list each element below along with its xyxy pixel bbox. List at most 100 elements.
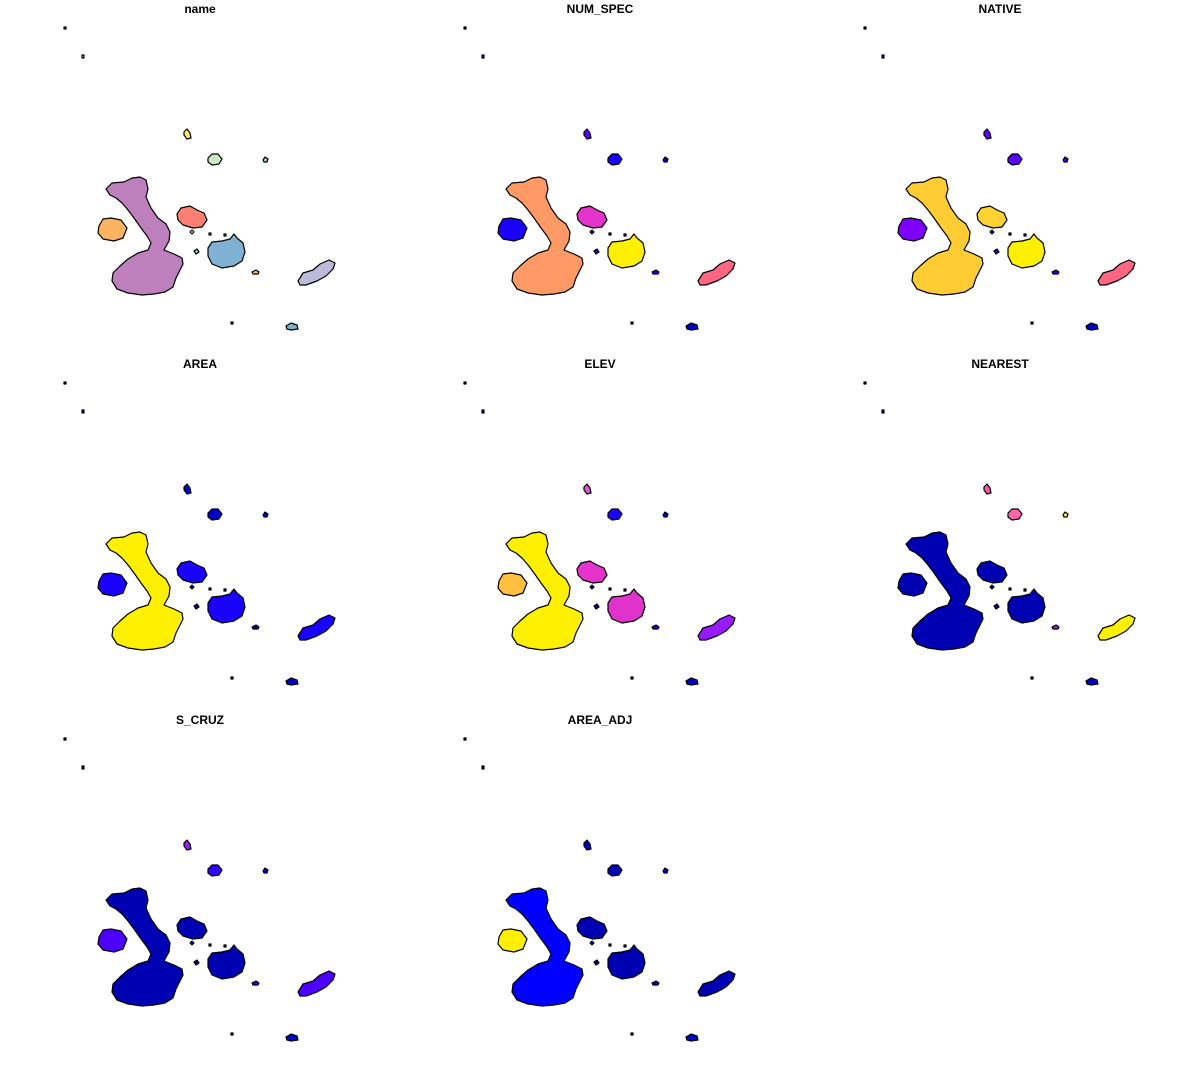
floreana-island bbox=[230, 1032, 234, 1036]
genovesa-island bbox=[262, 156, 269, 163]
espanola-island bbox=[685, 322, 699, 331]
santa-cruz-island bbox=[207, 588, 246, 624]
floreana-island bbox=[1030, 321, 1034, 325]
genovesa-island bbox=[262, 867, 269, 874]
santa-cruz-island bbox=[1007, 233, 1046, 269]
santa-fe-island bbox=[251, 624, 260, 630]
bartolome-island bbox=[608, 943, 612, 947]
santiago-island bbox=[176, 560, 208, 584]
santiago-island bbox=[576, 916, 608, 940]
genovesa-island bbox=[662, 867, 669, 874]
san-cristobal-island bbox=[297, 259, 336, 286]
marchena-island bbox=[1007, 508, 1023, 521]
pinta-island bbox=[583, 839, 592, 851]
isabela-island bbox=[505, 531, 584, 651]
darwin-island bbox=[63, 26, 67, 30]
panel-title: S_CRUZ bbox=[175, 713, 224, 727]
san-cristobal-island bbox=[1097, 614, 1136, 641]
floreana-island bbox=[630, 1032, 634, 1036]
san-cristobal-island bbox=[697, 259, 736, 286]
wolf-island bbox=[81, 409, 85, 414]
espanola-island bbox=[285, 322, 299, 331]
rabida-island bbox=[189, 229, 195, 235]
santiago-island bbox=[576, 205, 608, 229]
map-panel: NEAREST bbox=[800, 355, 1200, 710]
wolf-island bbox=[881, 409, 885, 414]
isabela-island bbox=[505, 887, 584, 1007]
darwin-island bbox=[863, 381, 867, 385]
darwin-island bbox=[463, 26, 467, 30]
daphne-island bbox=[223, 944, 227, 948]
bartolome-island bbox=[208, 232, 212, 236]
fernandina-island bbox=[97, 572, 128, 597]
san-cristobal-island bbox=[1097, 259, 1136, 286]
rabida-island bbox=[589, 229, 595, 235]
island-map bbox=[863, 381, 1136, 686]
marchena-island bbox=[207, 508, 223, 521]
isabela-island bbox=[105, 887, 184, 1007]
bartolome-island bbox=[608, 587, 612, 591]
santiago-island bbox=[576, 560, 608, 584]
isabela-island bbox=[905, 531, 984, 651]
san-cristobal-island bbox=[297, 970, 336, 997]
island-map bbox=[63, 26, 336, 331]
daphne-island bbox=[223, 233, 227, 237]
santa-cruz-island bbox=[607, 944, 646, 980]
fernandina-island bbox=[497, 928, 528, 953]
santiago-island bbox=[176, 205, 208, 229]
bartolome-island bbox=[1008, 587, 1012, 591]
bartolome-island bbox=[1008, 232, 1012, 236]
rabida-island bbox=[189, 584, 195, 590]
wolf-island bbox=[481, 54, 485, 59]
floreana-island bbox=[630, 676, 634, 680]
santa-fe-island bbox=[651, 980, 660, 986]
genovesa-island bbox=[1062, 156, 1069, 163]
santa-cruz-island bbox=[1007, 588, 1046, 624]
panel-title: AREA bbox=[182, 357, 217, 371]
marchena-island bbox=[207, 864, 223, 877]
pinzon-island bbox=[593, 959, 600, 966]
wolf-island bbox=[481, 409, 485, 414]
panel-title: NEAREST bbox=[971, 357, 1029, 371]
map-panel: NUM_SPEC bbox=[400, 0, 800, 355]
bartolome-island bbox=[208, 587, 212, 591]
island-map bbox=[463, 737, 736, 1042]
genovesa-island bbox=[662, 511, 669, 518]
pinta-island bbox=[183, 483, 192, 495]
floreana-island bbox=[1030, 676, 1034, 680]
fernandina-island bbox=[497, 217, 528, 242]
espanola-island bbox=[285, 1033, 299, 1042]
santa-cruz-island bbox=[607, 588, 646, 624]
darwin-island bbox=[463, 381, 467, 385]
fernandina-island bbox=[897, 572, 928, 597]
espanola-island bbox=[685, 1033, 699, 1042]
panel-title: name bbox=[184, 2, 216, 16]
floreana-island bbox=[230, 321, 234, 325]
marchena-island bbox=[607, 153, 623, 166]
fernandina-island bbox=[97, 217, 128, 242]
santa-fe-island bbox=[651, 269, 660, 275]
fernandina-island bbox=[97, 928, 128, 953]
map-panel: AREA bbox=[0, 355, 400, 710]
panel-title: NUM_SPEC bbox=[566, 2, 634, 16]
island-map bbox=[63, 381, 336, 686]
daphne-island bbox=[1023, 233, 1027, 237]
map-panel: S_CRUZ bbox=[0, 711, 400, 1066]
bartolome-island bbox=[208, 943, 212, 947]
santiago-island bbox=[976, 560, 1008, 584]
pinta-island bbox=[983, 128, 992, 140]
espanola-island bbox=[285, 677, 299, 686]
rabida-island bbox=[989, 584, 995, 590]
isabela-island bbox=[905, 176, 984, 296]
panel-title: AREA_ADJ bbox=[567, 713, 633, 727]
rabida-island bbox=[189, 940, 195, 946]
wolf-island bbox=[81, 54, 85, 59]
genovesa-island bbox=[662, 156, 669, 163]
pinzon-island bbox=[993, 603, 1000, 610]
pinta-island bbox=[183, 128, 192, 140]
panel-title: NATIVE bbox=[978, 2, 1022, 16]
rabida-island bbox=[589, 584, 595, 590]
san-cristobal-island bbox=[297, 614, 336, 641]
island-map bbox=[863, 26, 1136, 331]
daphne-island bbox=[223, 588, 227, 592]
